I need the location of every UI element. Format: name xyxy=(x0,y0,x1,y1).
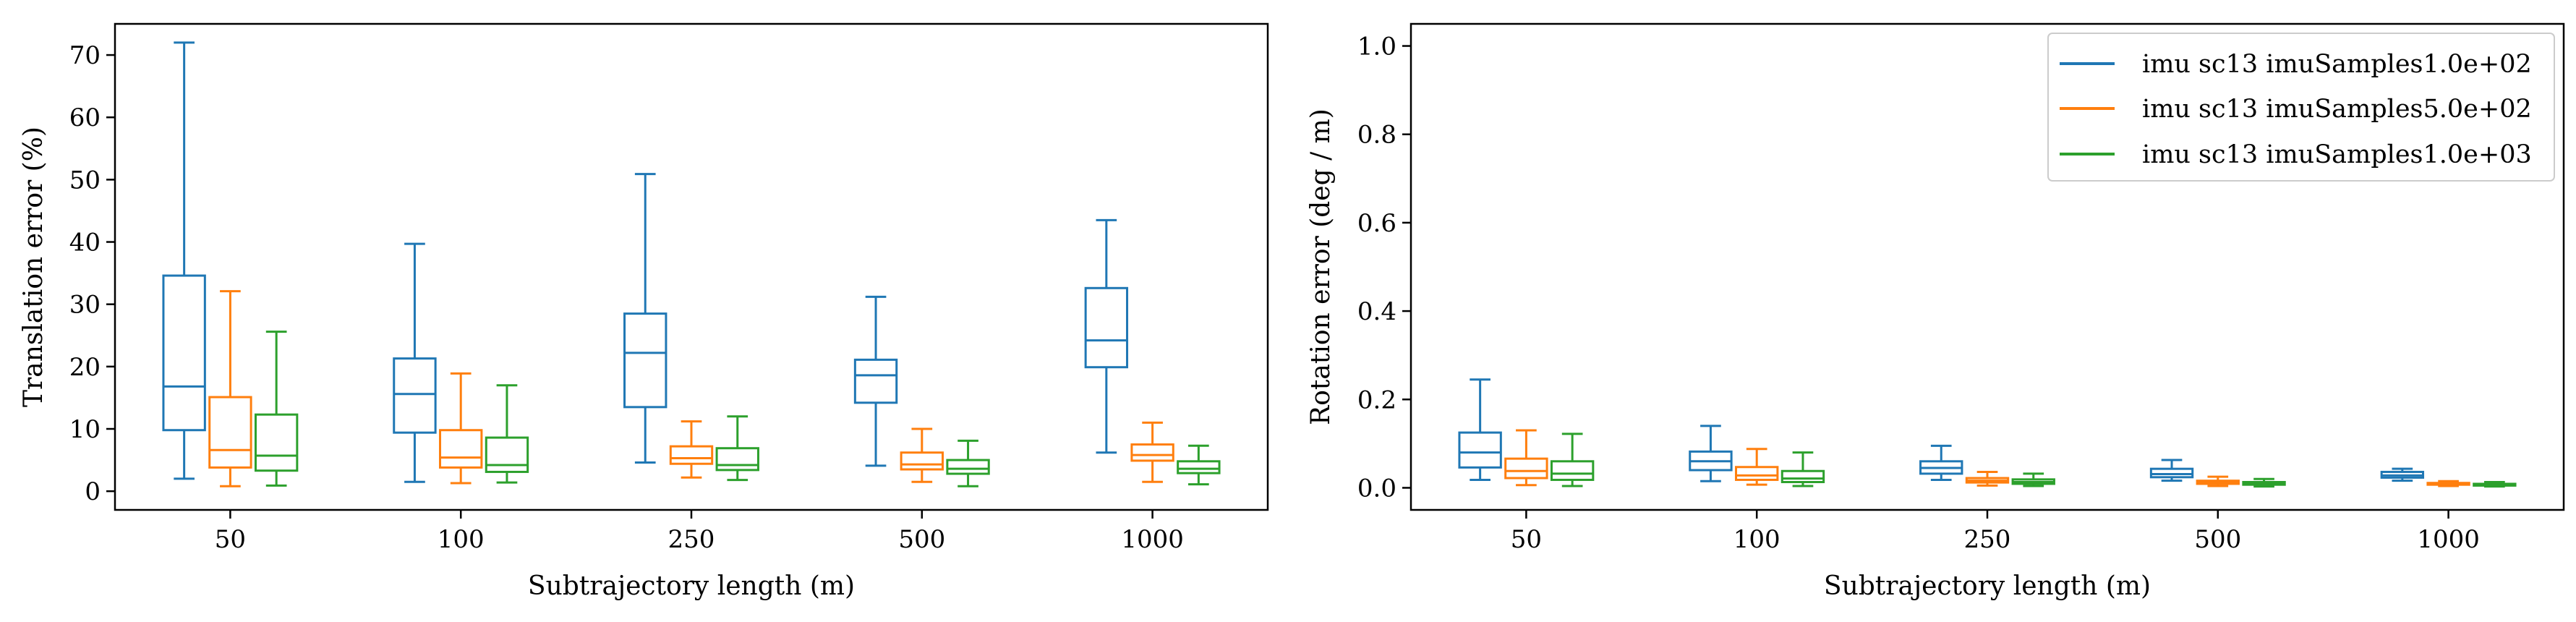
translation-ytick-label: 60 xyxy=(69,103,101,132)
legend-label-2: imu sc13 imuSamples1.0e+03 xyxy=(2142,140,2532,169)
rotation-xtick-label: 250 xyxy=(1964,525,2011,554)
translation-box-2-0 xyxy=(254,331,299,487)
box-iqr xyxy=(900,451,944,471)
box-iqr xyxy=(1458,431,1502,469)
translation-box-0-0 xyxy=(162,41,206,480)
box-iqr xyxy=(393,357,437,434)
translation-box-0-3 xyxy=(853,295,898,467)
translation-y-axis: 0 10 20 30 40 50 60 70 xyxy=(69,41,115,506)
rotation-ytick-label: 1.0 xyxy=(1357,33,1396,61)
rotation-box-0-0 xyxy=(1458,378,1502,481)
box-iqr xyxy=(1504,457,1548,480)
box-iqr xyxy=(853,358,898,404)
box-iqr xyxy=(1780,469,1825,484)
rotation-xtick-label: 1000 xyxy=(2417,525,2480,554)
rotation-boxes xyxy=(1458,378,2517,488)
translation-box-2-4 xyxy=(1177,444,1221,486)
rotation-box-2-2 xyxy=(2011,472,2055,487)
box-iqr xyxy=(623,312,668,409)
translation-box-0-1 xyxy=(393,242,437,483)
box-iqr xyxy=(669,445,714,465)
box-iqr xyxy=(162,274,206,432)
box-iqr xyxy=(715,447,759,472)
translation-ytick-label: 10 xyxy=(69,415,101,444)
box-iqr xyxy=(485,436,529,473)
translation-ytick-label: 0 xyxy=(85,477,101,506)
box-iqr xyxy=(254,413,299,472)
translation-xtick-label: 100 xyxy=(438,525,485,554)
translation-box-2-3 xyxy=(946,439,990,487)
translation-x-axis: 50 100 250 500 1000 xyxy=(215,510,1184,554)
rotation-box-0-2 xyxy=(1919,444,1963,481)
rotation-box-0-1 xyxy=(1689,425,1733,482)
box-iqr xyxy=(2149,467,2194,479)
translation-ytick-label: 70 xyxy=(69,41,101,70)
box-iqr xyxy=(1084,286,1129,369)
legend-frame xyxy=(2047,33,2555,182)
translation-xtick-label: 50 xyxy=(215,525,246,554)
rotation-box-2-4 xyxy=(2473,481,2517,488)
translation-box-1-2 xyxy=(669,420,714,479)
translation-box-0-4 xyxy=(1084,218,1129,454)
rotation-box-2-1 xyxy=(1780,451,1825,487)
translation-ytick-label: 30 xyxy=(69,291,101,320)
rotation-x-axis-label: Subtrajectory length (m) xyxy=(1824,571,2151,601)
rotation-ytick-label: 0.4 xyxy=(1357,297,1396,326)
box-iqr xyxy=(439,429,483,469)
rotation-box-1-1 xyxy=(1735,448,1779,486)
legend-label-0: imu sc13 imuSamples1.0e+02 xyxy=(2142,50,2532,79)
translation-ytick-label: 50 xyxy=(69,166,101,195)
rotation-ytick-label: 0.0 xyxy=(1357,474,1396,503)
rotation-box-1-3 xyxy=(2196,475,2240,487)
rotation-xtick-label: 100 xyxy=(1733,525,1780,554)
rotation-xtick-label: 500 xyxy=(2194,525,2241,554)
translation-xtick-label: 1000 xyxy=(1121,525,1184,554)
rotation-box-0-4 xyxy=(2380,467,2425,482)
box-iqr xyxy=(946,459,990,475)
rotation-box-1-2 xyxy=(1965,470,2010,487)
box-iqr xyxy=(1130,443,1174,462)
legend: imu sc13 imuSamples1.0e+02 imu sc13 imuS… xyxy=(2047,33,2555,182)
translation-x-axis-label: Subtrajectory length (m) xyxy=(528,571,855,601)
translation-error-chart: 0 10 20 30 40 50 60 70 50 100 250 500 1000 Subtraje… xyxy=(19,22,1269,601)
box-iqr xyxy=(1550,460,1595,481)
rotation-box-0-3 xyxy=(2149,459,2194,482)
rotation-y-axis: 0.0 0.2 0.4 0.6 0.8 1.0 xyxy=(1357,33,1411,503)
translation-box-1-0 xyxy=(208,290,252,487)
rotation-ytick-label: 0.2 xyxy=(1357,385,1396,414)
translation-y-axis-label: Translation error (%) xyxy=(19,127,48,407)
rotation-box-1-4 xyxy=(2426,480,2470,487)
translation-xtick-label: 250 xyxy=(668,525,715,554)
legend-label-1: imu sc13 imuSamples5.0e+02 xyxy=(2142,95,2532,124)
translation-box-2-2 xyxy=(715,415,759,482)
rotation-error-chart: 0.0 0.2 0.4 0.6 0.8 1.0 50 100 250 500 1000 Subtr… xyxy=(1306,22,2565,601)
translation-box-1-4 xyxy=(1130,421,1174,483)
translation-box-1-1 xyxy=(439,372,483,485)
rotation-x-axis: 50 100 250 500 1000 xyxy=(1511,510,2480,554)
rotation-ytick-label: 0.8 xyxy=(1357,121,1396,150)
box-iqr xyxy=(1735,466,1779,481)
translation-box-2-1 xyxy=(485,384,529,484)
rotation-box-2-0 xyxy=(1550,433,1595,487)
rotation-box-2-3 xyxy=(2242,477,2286,488)
box-iqr xyxy=(1177,460,1221,474)
translation-box-0-2 xyxy=(623,173,668,464)
box-iqr xyxy=(208,396,252,469)
translation-xtick-label: 500 xyxy=(898,525,945,554)
rotation-ytick-label: 0.6 xyxy=(1357,209,1396,238)
translation-box-1-3 xyxy=(900,427,944,483)
translation-ytick-label: 40 xyxy=(69,229,101,257)
rotation-y-axis-label: Rotation error (deg / m) xyxy=(1306,108,1336,425)
translation-ytick-label: 20 xyxy=(69,353,101,382)
rotation-box-1-0 xyxy=(1504,429,1548,487)
rotation-xtick-label: 50 xyxy=(1511,525,1542,554)
translation-boxes xyxy=(162,41,1221,487)
